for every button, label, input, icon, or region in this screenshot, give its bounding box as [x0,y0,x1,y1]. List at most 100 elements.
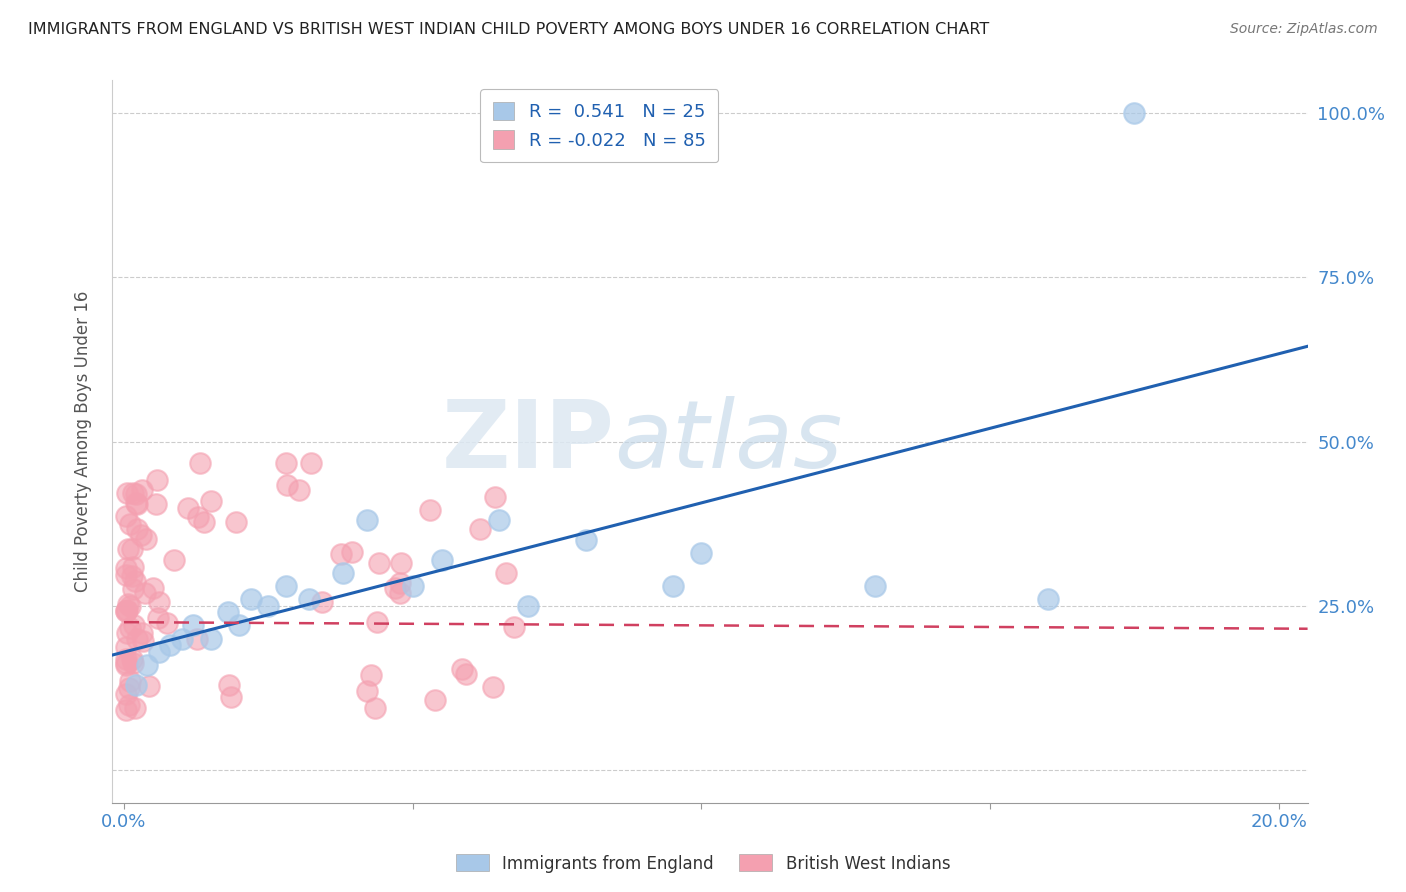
Point [288,483,311,498]
Point [384,581,406,595]
Point [1036,592,1059,607]
Point [1123,106,1146,120]
Point [121,569,143,583]
Point [118,621,141,635]
Point [188,456,211,470]
Point [690,546,713,560]
Point [218,678,240,692]
Point [402,579,425,593]
Point [360,668,382,682]
Y-axis label: Child Poverty Among Boys Under 16: Child Poverty Among Boys Under 16 [73,291,91,592]
Point [193,515,215,529]
Point [148,595,170,609]
Point [114,509,136,524]
Point [366,615,388,629]
Text: atlas: atlas [614,396,842,487]
Text: Source: ZipAtlas.com: Source: ZipAtlas.com [1230,22,1378,37]
Point [124,701,146,715]
Point [276,478,298,492]
Point [274,579,297,593]
Point [159,638,181,652]
Point [156,615,179,630]
Point [298,592,321,607]
Point [115,603,138,617]
Point [117,541,139,556]
Point [356,513,378,527]
Point [132,634,155,648]
Point [118,698,141,713]
Legend: Immigrants from England, British West Indians: Immigrants from England, British West In… [449,847,957,880]
Point [145,497,167,511]
Point [187,510,209,524]
Point [451,662,474,676]
Point [228,618,250,632]
Point [115,640,138,655]
Point [120,599,142,613]
Point [115,652,138,666]
Text: ZIP: ZIP [441,395,614,488]
Point [200,494,222,508]
Point [423,693,446,707]
Point [114,687,136,701]
Point [138,679,160,693]
Point [503,620,526,634]
Point [134,586,156,600]
Point [127,497,149,511]
Point [225,515,247,529]
Point [131,483,153,498]
Point [863,579,886,593]
Point [131,625,153,640]
Point [389,556,412,570]
Point [121,486,143,500]
Point [170,632,193,646]
Point [163,553,186,567]
Point [430,553,453,567]
Point [114,604,136,618]
Point [121,651,143,665]
Point [122,618,145,632]
Point [122,582,145,596]
Point [148,645,170,659]
Point [575,533,598,547]
Point [181,618,204,632]
Point [332,566,354,580]
Point [495,566,517,580]
Point [240,592,263,607]
Point [419,503,441,517]
Point [482,680,505,694]
Point [114,604,136,618]
Point [122,657,145,671]
Point [484,490,506,504]
Point [114,657,136,672]
Point [127,522,149,536]
Point [186,632,208,646]
Point [114,703,136,717]
Point [200,632,222,646]
Point [257,599,280,613]
Point [148,611,170,625]
Point [136,657,159,672]
Point [145,474,167,488]
Point [118,681,141,695]
Point [356,684,378,698]
Point [115,657,138,671]
Point [364,701,387,715]
Point [125,496,148,510]
Point [125,487,148,501]
Point [217,605,239,619]
Point [121,542,143,557]
Point [488,513,510,527]
Point [311,595,333,609]
Point [124,574,146,589]
Point [120,516,142,531]
Point [117,597,139,611]
Point [219,690,242,704]
Point [299,456,322,470]
Point [177,500,200,515]
Point [454,666,477,681]
Text: IMMIGRANTS FROM ENGLAND VS BRITISH WEST INDIAN CHILD POVERTY AMONG BOYS UNDER 16: IMMIGRANTS FROM ENGLAND VS BRITISH WEST … [28,22,990,37]
Point [274,456,297,470]
Point [141,581,163,595]
Point [330,547,353,561]
Point [388,586,411,600]
